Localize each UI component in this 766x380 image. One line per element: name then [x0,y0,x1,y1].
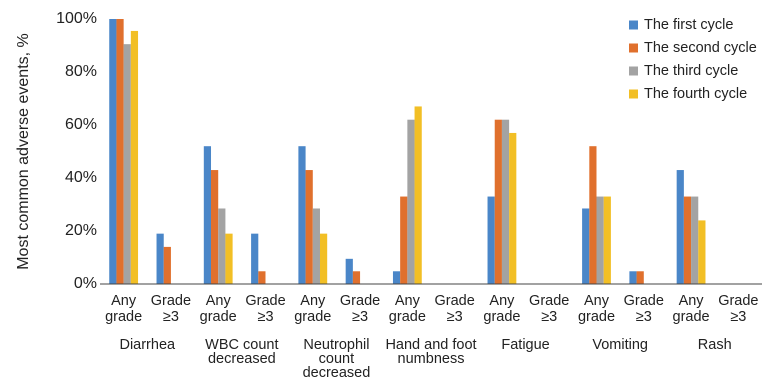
bar [116,19,124,284]
bar [312,208,320,284]
x-tick-label: grade [294,309,331,325]
y-tick-label: 60% [65,116,97,133]
bar [258,271,266,284]
bar [596,196,604,284]
y-tick-label: 20% [65,222,97,239]
bar [676,170,684,284]
x-tick-label: ≥3 [352,309,368,325]
x-tick-label: Grade [245,293,285,309]
x-tick-label: Grade [529,293,569,309]
x-group-label: Neutrophil [303,337,369,353]
y-tick-label: 80% [65,63,97,80]
bar [582,208,590,284]
y-tick-label: 40% [65,169,97,186]
x-tick-label: Any [300,293,326,309]
y-axis-title: Most common adverse events, % [15,33,32,270]
bar [218,208,226,284]
bar [345,258,353,284]
bar [392,271,401,284]
x-tick-label: grade [673,309,710,325]
bar [501,119,510,284]
x-tick-label: ≥3 [541,309,557,325]
bars [109,19,706,285]
legend: The first cycle The second cycle The third… [629,17,757,102]
bar [203,146,212,284]
x-tick-label: Any [395,293,421,309]
bar [109,19,117,284]
x-tick-label: ≥3 [447,309,463,325]
bar [400,196,408,284]
x-tick-label: ≥3 [730,309,746,325]
x-tick-label: Any [111,293,137,309]
legend-swatch [629,20,638,30]
x-group-label: numbness [398,351,465,367]
bar [156,233,164,284]
bar [163,246,171,284]
x-tick-label: Any [679,293,705,309]
x-tick-label: Any [206,293,232,309]
x-tick-label: Grade [624,293,664,309]
bar [603,196,611,284]
x-tick-label: grade [105,309,142,325]
bar [698,220,706,284]
legend-label: The second cycle [644,40,757,56]
bar [629,271,637,284]
x-tick-label: grade [483,309,520,325]
bar [225,233,233,284]
y-tick-label: 100% [56,10,97,27]
bar [589,146,597,284]
bar [494,119,502,284]
x-axis-labels: AnygradeGrade≥3AnygradeGrade≥3AnygradeGr… [105,293,758,380]
x-tick-label: ≥3 [636,309,652,325]
x-tick-label: grade [389,309,426,325]
x-group-label: count [319,351,354,367]
x-group-label: Hand and foot [385,337,476,353]
x-tick-label: Grade [718,293,758,309]
bar [691,196,699,284]
x-tick-label: ≥3 [257,309,273,325]
x-tick-label: Any [489,293,515,309]
bar [305,170,313,284]
bar [352,271,361,284]
bar [319,233,328,284]
y-axis-ticks: 0% 20% 40% 60% 80% 100% [56,10,97,292]
bar [123,44,131,284]
bar [251,233,259,284]
bar [298,146,306,284]
legend-label: The third cycle [644,63,738,79]
bar [407,119,415,284]
y-tick-label: 0% [74,275,97,292]
legend-swatch [629,89,638,99]
x-tick-label: Grade [340,293,380,309]
bar [509,132,517,284]
x-tick-label: grade [200,309,237,325]
legend-label: The fourth cycle [644,86,747,102]
x-tick-label: Grade [151,293,191,309]
x-tick-label: ≥3 [163,309,179,325]
bar [211,170,219,284]
bar [636,271,644,284]
legend-swatch [629,66,638,76]
x-group-label: Fatigue [501,337,549,353]
bar [414,106,422,284]
bar [683,196,692,284]
x-group-label: WBC count [205,337,278,353]
x-tick-label: Any [584,293,610,309]
x-group-label: Diarrhea [119,337,176,353]
x-group-label: Vomiting [592,337,648,353]
legend-swatch [629,43,638,53]
bar [130,30,139,285]
x-group-label: decreased [208,351,276,367]
x-tick-label: Grade [434,293,474,309]
x-group-label: Rash [698,337,732,353]
legend-label: The first cycle [644,17,733,33]
bar [487,196,495,284]
x-group-label: decreased [303,365,371,380]
x-tick-label: grade [578,309,615,325]
